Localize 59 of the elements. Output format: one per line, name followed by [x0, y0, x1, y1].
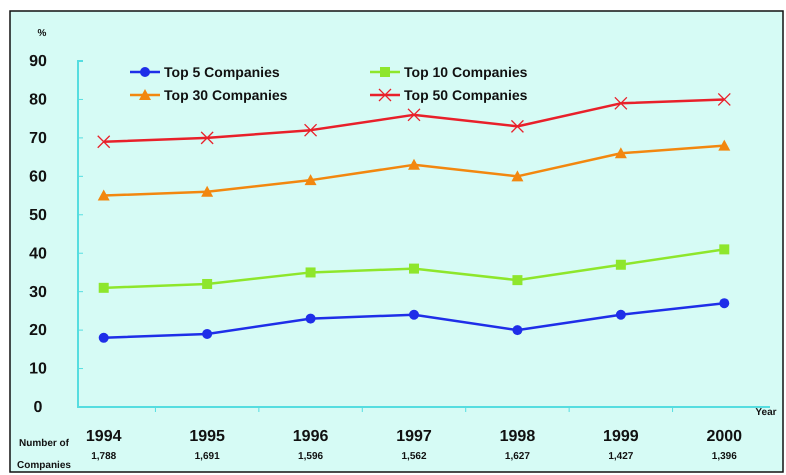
- y-tick-label: 50: [29, 206, 47, 224]
- point: [409, 264, 419, 274]
- y-tick-label: 60: [29, 168, 47, 186]
- text: 1,427: [608, 451, 634, 462]
- x-tick-label: 1998: [500, 428, 536, 445]
- y-tick-label: 80: [29, 92, 47, 109]
- y-tick-label: 10: [29, 360, 47, 378]
- text: 1,396: [712, 451, 738, 462]
- x-tick-label: 1997: [396, 428, 432, 445]
- y-tick-label: 40: [29, 245, 47, 262]
- y-tick-label: 70: [29, 130, 47, 148]
- text: 1,562: [401, 451, 427, 462]
- legend-label: Top 50 Companies: [404, 87, 528, 103]
- point: [202, 278, 212, 289]
- text: 1,596: [298, 451, 324, 462]
- x-tick-label: 2000: [706, 428, 742, 445]
- point: [511, 170, 524, 182]
- point: [718, 92, 731, 106]
- point: [304, 174, 317, 186]
- text: 1,788: [91, 451, 117, 462]
- point: [719, 298, 730, 308]
- point: [98, 332, 109, 343]
- y-axis-title: %: [38, 28, 47, 39]
- point: [97, 135, 110, 148]
- point: [306, 314, 316, 324]
- point: [616, 310, 626, 320]
- point: [614, 147, 627, 158]
- point: [200, 131, 214, 145]
- point: [512, 325, 522, 336]
- legend-label: Top 30 Companies: [164, 87, 288, 103]
- point: [409, 310, 419, 320]
- point: [304, 124, 318, 137]
- legend-label: Top 5 Companies: [164, 64, 280, 80]
- x-tick-label: 1999: [603, 428, 639, 445]
- y-tick-label: 90: [29, 53, 47, 70]
- legend-label: Top 10 Companies: [404, 64, 528, 80]
- point: [510, 120, 524, 134]
- point: [407, 108, 421, 122]
- point: [306, 267, 316, 278]
- point: [719, 244, 730, 254]
- point: [201, 186, 214, 197]
- point: [202, 328, 212, 339]
- x-tick-label: 1996: [292, 428, 328, 445]
- x-tick-label: 1995: [189, 428, 226, 445]
- text: 1,627: [504, 451, 530, 462]
- text: 1,691: [194, 451, 220, 462]
- point: [408, 158, 420, 170]
- x-axis-title: Year: [755, 407, 777, 418]
- point: [512, 275, 522, 286]
- point: [614, 96, 628, 110]
- point: [718, 140, 730, 151]
- point: [98, 282, 109, 293]
- x-tick-label: 1994: [86, 428, 122, 445]
- point: [616, 260, 626, 270]
- text: Number of Companies: [17, 438, 72, 471]
- point: [98, 190, 110, 201]
- y-tick-label: 30: [29, 284, 47, 301]
- y-tick-label: 20: [29, 322, 47, 340]
- y-tick-label: 0: [34, 399, 43, 416]
